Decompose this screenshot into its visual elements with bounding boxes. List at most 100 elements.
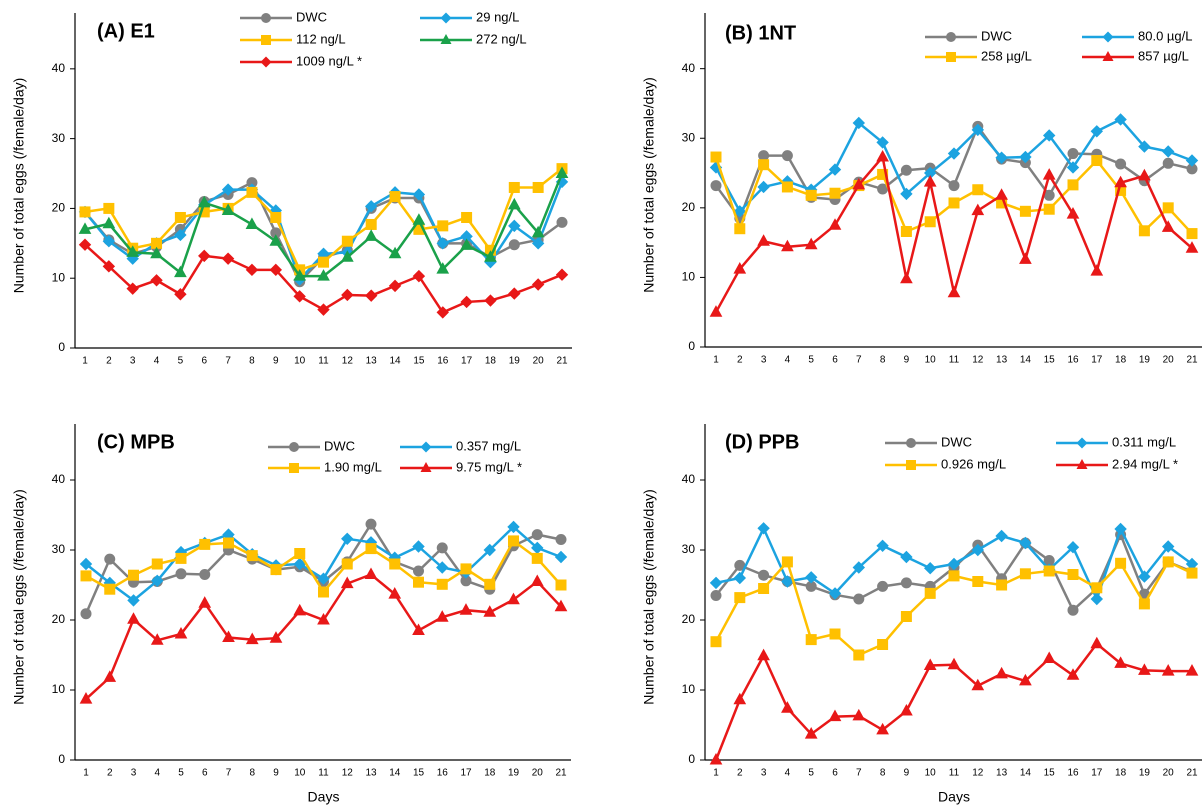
x-tick-label: 8 <box>880 355 886 366</box>
point <box>317 572 330 585</box>
legend-label: 0.311 mg/L <box>1112 434 1176 449</box>
point <box>460 563 472 575</box>
point <box>876 722 889 735</box>
x-tick-label: 8 <box>880 768 886 779</box>
x-axis-label: Days <box>938 789 970 805</box>
point <box>1138 168 1151 181</box>
point <box>531 237 545 250</box>
x-tick-label: 10 <box>294 768 306 779</box>
point <box>530 574 544 586</box>
point <box>1138 663 1151 675</box>
point <box>781 239 794 252</box>
x-tick-label: 16 <box>1067 768 1079 779</box>
point <box>1067 604 1079 616</box>
x-tick-label: 14 <box>389 768 401 779</box>
point <box>995 151 1008 164</box>
point <box>293 269 306 281</box>
point <box>900 271 913 284</box>
point <box>972 184 984 196</box>
legend-entry: DWC <box>240 9 327 24</box>
point <box>388 279 402 293</box>
point <box>923 175 937 187</box>
point <box>924 216 936 228</box>
legend-entry: 1009 ng/L * <box>240 53 362 68</box>
x-tick-label: 7 <box>226 768 232 779</box>
point <box>971 543 985 557</box>
point <box>459 603 473 615</box>
point <box>79 206 91 218</box>
point <box>781 150 793 162</box>
legend-label: 272 ng/L <box>476 31 527 46</box>
point <box>80 570 92 582</box>
x-tick-label: 7 <box>856 768 862 779</box>
y-tick-label: 20 <box>682 200 696 214</box>
point <box>556 216 568 228</box>
point <box>531 278 545 291</box>
x-tick-label: 12 <box>342 768 354 779</box>
legend-label: 112 ng/L <box>296 31 346 46</box>
point <box>221 183 235 196</box>
x-tick-label: 21 <box>556 356 568 367</box>
point <box>1042 651 1056 663</box>
point <box>484 250 497 262</box>
legend-marker <box>289 442 299 452</box>
point <box>1090 264 1104 276</box>
point <box>79 557 93 571</box>
point <box>900 225 912 237</box>
x-tick-label: 12 <box>342 356 354 367</box>
y-tick-label: 10 <box>52 682 66 696</box>
y-tick-label: 30 <box>52 131 66 145</box>
point <box>947 285 961 298</box>
y-tick-label: 0 <box>58 340 65 354</box>
point <box>412 540 425 553</box>
point <box>1162 157 1174 169</box>
point <box>364 567 378 579</box>
point <box>555 268 569 281</box>
point <box>948 197 960 209</box>
x-tick-label: 19 <box>508 768 520 779</box>
point <box>223 537 234 549</box>
point <box>900 611 912 622</box>
y-tick-label: 40 <box>682 472 696 486</box>
point <box>341 532 354 546</box>
point <box>1019 150 1032 164</box>
point <box>1019 252 1032 264</box>
point <box>246 550 258 562</box>
point <box>995 188 1008 200</box>
point <box>80 608 92 620</box>
point <box>245 217 259 229</box>
point <box>758 150 770 162</box>
point <box>198 596 212 608</box>
point <box>102 216 116 229</box>
chart-title: (A) E1 <box>97 20 155 42</box>
x-tick-label: 4 <box>785 355 791 366</box>
point <box>531 225 545 238</box>
legend-marker <box>261 13 271 23</box>
x-tick-label: 20 <box>532 768 544 779</box>
point <box>709 305 723 317</box>
point <box>1043 203 1055 215</box>
point <box>174 265 187 278</box>
point <box>436 561 449 574</box>
x-tick-label: 21 <box>1186 355 1198 366</box>
point <box>364 289 378 302</box>
series <box>710 151 1198 240</box>
legend-entry: 29 ng/L <box>420 9 519 24</box>
x-tick-label: 13 <box>365 768 377 779</box>
x-tick-label: 14 <box>1020 355 1032 366</box>
point <box>710 590 722 601</box>
point <box>508 239 520 251</box>
point <box>174 626 188 639</box>
legend-label: 29 ng/L <box>476 9 519 24</box>
x-tick-label: 7 <box>225 356 231 367</box>
x-tick-label: 14 <box>1020 768 1032 779</box>
point <box>804 237 818 250</box>
point <box>1114 522 1127 536</box>
y-tick-label: 0 <box>688 752 695 766</box>
point <box>805 189 817 201</box>
point <box>733 571 747 585</box>
point <box>804 727 818 739</box>
series <box>78 175 569 286</box>
point <box>876 539 889 553</box>
legend-marker <box>1076 459 1088 469</box>
